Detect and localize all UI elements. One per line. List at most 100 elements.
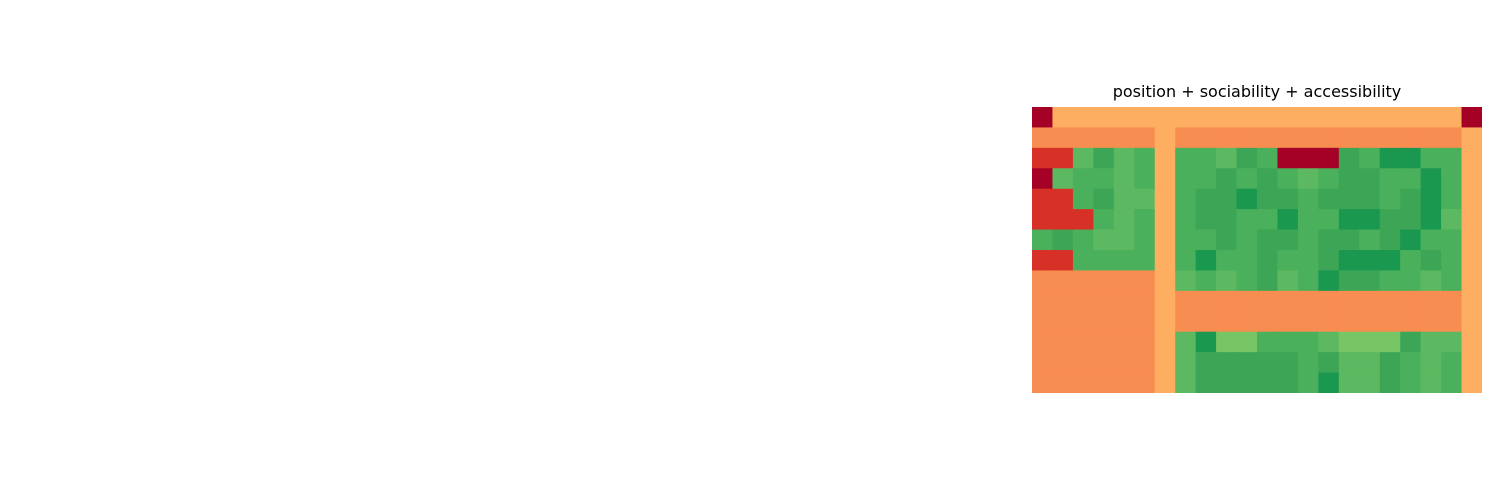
heatmap-cell-r13-c12 (1277, 372, 1299, 393)
heatmap-cell-r3-c19 (1420, 168, 1442, 190)
heatmap-cell-r9-c11 (1257, 290, 1279, 312)
heatmap-cell-r3-c17 (1379, 168, 1401, 190)
heatmap-cell-r0-c13 (1297, 107, 1319, 129)
heatmap-cell-r0-c16 (1359, 107, 1381, 129)
heatmap-cell-r13-c6 (1154, 372, 1176, 393)
heatmap-cell-r12-c7 (1175, 352, 1197, 374)
heatmap-cell-r5-c10 (1236, 209, 1258, 231)
heatmap-cell-r6-c19 (1420, 229, 1442, 251)
heatmap-cell-r3-c13 (1297, 168, 1319, 190)
heatmap-cell-r10-c0 (1032, 311, 1054, 333)
heatmap-cell-r3-c4 (1113, 168, 1135, 190)
heatmap-svg (1032, 107, 1482, 393)
heatmap-cell-r0-c0 (1032, 107, 1054, 129)
heatmap-cell-r7-c3 (1093, 250, 1115, 272)
heatmap-cell-r0-c6 (1154, 107, 1176, 129)
heatmap-cell-r4-c3 (1093, 188, 1115, 210)
heatmap-cell-r9-c8 (1195, 290, 1217, 312)
heatmap-cell-r5-c3 (1093, 209, 1115, 231)
heatmap-cell-r0-c14 (1318, 107, 1340, 129)
heatmap-cell-r9-c2 (1072, 290, 1094, 312)
heatmap-cell-r4-c10 (1236, 188, 1258, 210)
heatmap-cell-r3-c16 (1359, 168, 1381, 190)
heatmap-cell-r7-c6 (1154, 250, 1176, 272)
heatmap-cell-r12-c1 (1052, 352, 1074, 374)
heatmap-cell-r12-c21 (1461, 352, 1482, 374)
heatmap-cell-r7-c18 (1400, 250, 1422, 272)
heatmap-cell-r9-c9 (1216, 290, 1238, 312)
heatmap-cell-r10-c19 (1420, 311, 1442, 333)
heatmap-cell-r2-c6 (1154, 147, 1176, 169)
heatmap-cell-r2-c8 (1195, 147, 1217, 169)
heatmap-cell-r6-c21 (1461, 229, 1482, 251)
heatmap-cell-r0-c3 (1093, 107, 1115, 129)
heatmap-cell-r7-c15 (1338, 250, 1360, 272)
heatmap-cell-r8-c7 (1175, 270, 1197, 292)
heatmap-cell-r11-c9 (1216, 331, 1238, 353)
heatmap-cell-r11-c13 (1297, 331, 1319, 353)
heatmap-cell-r5-c7 (1175, 209, 1197, 231)
heatmap-cell-r2-c0 (1032, 147, 1054, 169)
heatmap-cell-r10-c4 (1113, 311, 1135, 333)
heatmap-cell-r3-c15 (1338, 168, 1360, 190)
heatmap-cell-r10-c11 (1257, 311, 1279, 333)
heatmap-cell-r11-c18 (1400, 331, 1422, 353)
heatmap-cell-r2-c1 (1052, 147, 1074, 169)
heatmap-cell-r12-c12 (1277, 352, 1299, 374)
heatmap-cell-r10-c13 (1297, 311, 1319, 333)
heatmap-cell-r12-c13 (1297, 352, 1319, 374)
heatmap-cell-r3-c8 (1195, 168, 1217, 190)
heatmap-cell-r3-c14 (1318, 168, 1340, 190)
heatmap-cell-r6-c10 (1236, 229, 1258, 251)
heatmap-cell-r10-c16 (1359, 311, 1381, 333)
heatmap-cell-r8-c16 (1359, 270, 1381, 292)
heatmap-cell-r2-c9 (1216, 147, 1238, 169)
heatmap-cell-r5-c17 (1379, 209, 1401, 231)
heatmap-cell-r2-c5 (1134, 147, 1156, 169)
heatmap-cell-r10-c8 (1195, 311, 1217, 333)
heatmap-cell-r7-c4 (1113, 250, 1135, 272)
heatmap-cell-r3-c2 (1072, 168, 1094, 190)
heatmap-cell-r8-c18 (1400, 270, 1422, 292)
heatmap-cell-r6-c18 (1400, 229, 1422, 251)
heatmap-cell-r9-c14 (1318, 290, 1340, 312)
heatmap-cell-r6-c2 (1072, 229, 1094, 251)
heatmap-cell-r5-c15 (1338, 209, 1360, 231)
heatmap-cell-r11-c11 (1257, 331, 1279, 353)
heatmap-cell-r0-c20 (1441, 107, 1463, 129)
heatmap-cell-r2-c7 (1175, 147, 1197, 169)
heatmap-cell-r6-c15 (1338, 229, 1360, 251)
heatmap-cell-r9-c15 (1338, 290, 1360, 312)
heatmap-cell-r12-c8 (1195, 352, 1217, 374)
heatmap-cell-r11-c17 (1379, 331, 1401, 353)
heatmap-cell-r9-c18 (1400, 290, 1422, 312)
heatmap-cell-r3-c3 (1093, 168, 1115, 190)
heatmap-cell-r9-c13 (1297, 290, 1319, 312)
heatmap-cell-r9-c4 (1113, 290, 1135, 312)
heatmap-cell-r7-c13 (1297, 250, 1319, 272)
heatmap-cell-r2-c17 (1379, 147, 1401, 169)
heatmap-cell-r7-c17 (1379, 250, 1401, 272)
heatmap-cell-r13-c13 (1297, 372, 1319, 393)
heatmap-cell-r13-c1 (1052, 372, 1074, 393)
heatmap-cell-r8-c8 (1195, 270, 1217, 292)
heatmap-cell-r9-c16 (1359, 290, 1381, 312)
heatmap-cell-r0-c19 (1420, 107, 1442, 129)
heatmap-cell-r4-c17 (1379, 188, 1401, 210)
heatmap-cell-r0-c7 (1175, 107, 1197, 129)
heatmap-cell-r7-c21 (1461, 250, 1482, 272)
heatmap-cell-r5-c11 (1257, 209, 1279, 231)
heatmap-cell-r4-c7 (1175, 188, 1197, 210)
heatmap-cell-r7-c8 (1195, 250, 1217, 272)
heatmap-cell-r4-c0 (1032, 188, 1054, 210)
heatmap-cell-r13-c16 (1359, 372, 1381, 393)
heatmap-cell-r5-c16 (1359, 209, 1381, 231)
heatmap-cell-r8-c6 (1154, 270, 1176, 292)
heatmap-cell-r7-c9 (1216, 250, 1238, 272)
heatmap-cell-r13-c4 (1113, 372, 1135, 393)
heatmap-cell-r13-c7 (1175, 372, 1197, 393)
heatmap-cell-r11-c10 (1236, 331, 1258, 353)
heatmap-cell-r10-c1 (1052, 311, 1074, 333)
heatmap-cell-r9-c19 (1420, 290, 1442, 312)
